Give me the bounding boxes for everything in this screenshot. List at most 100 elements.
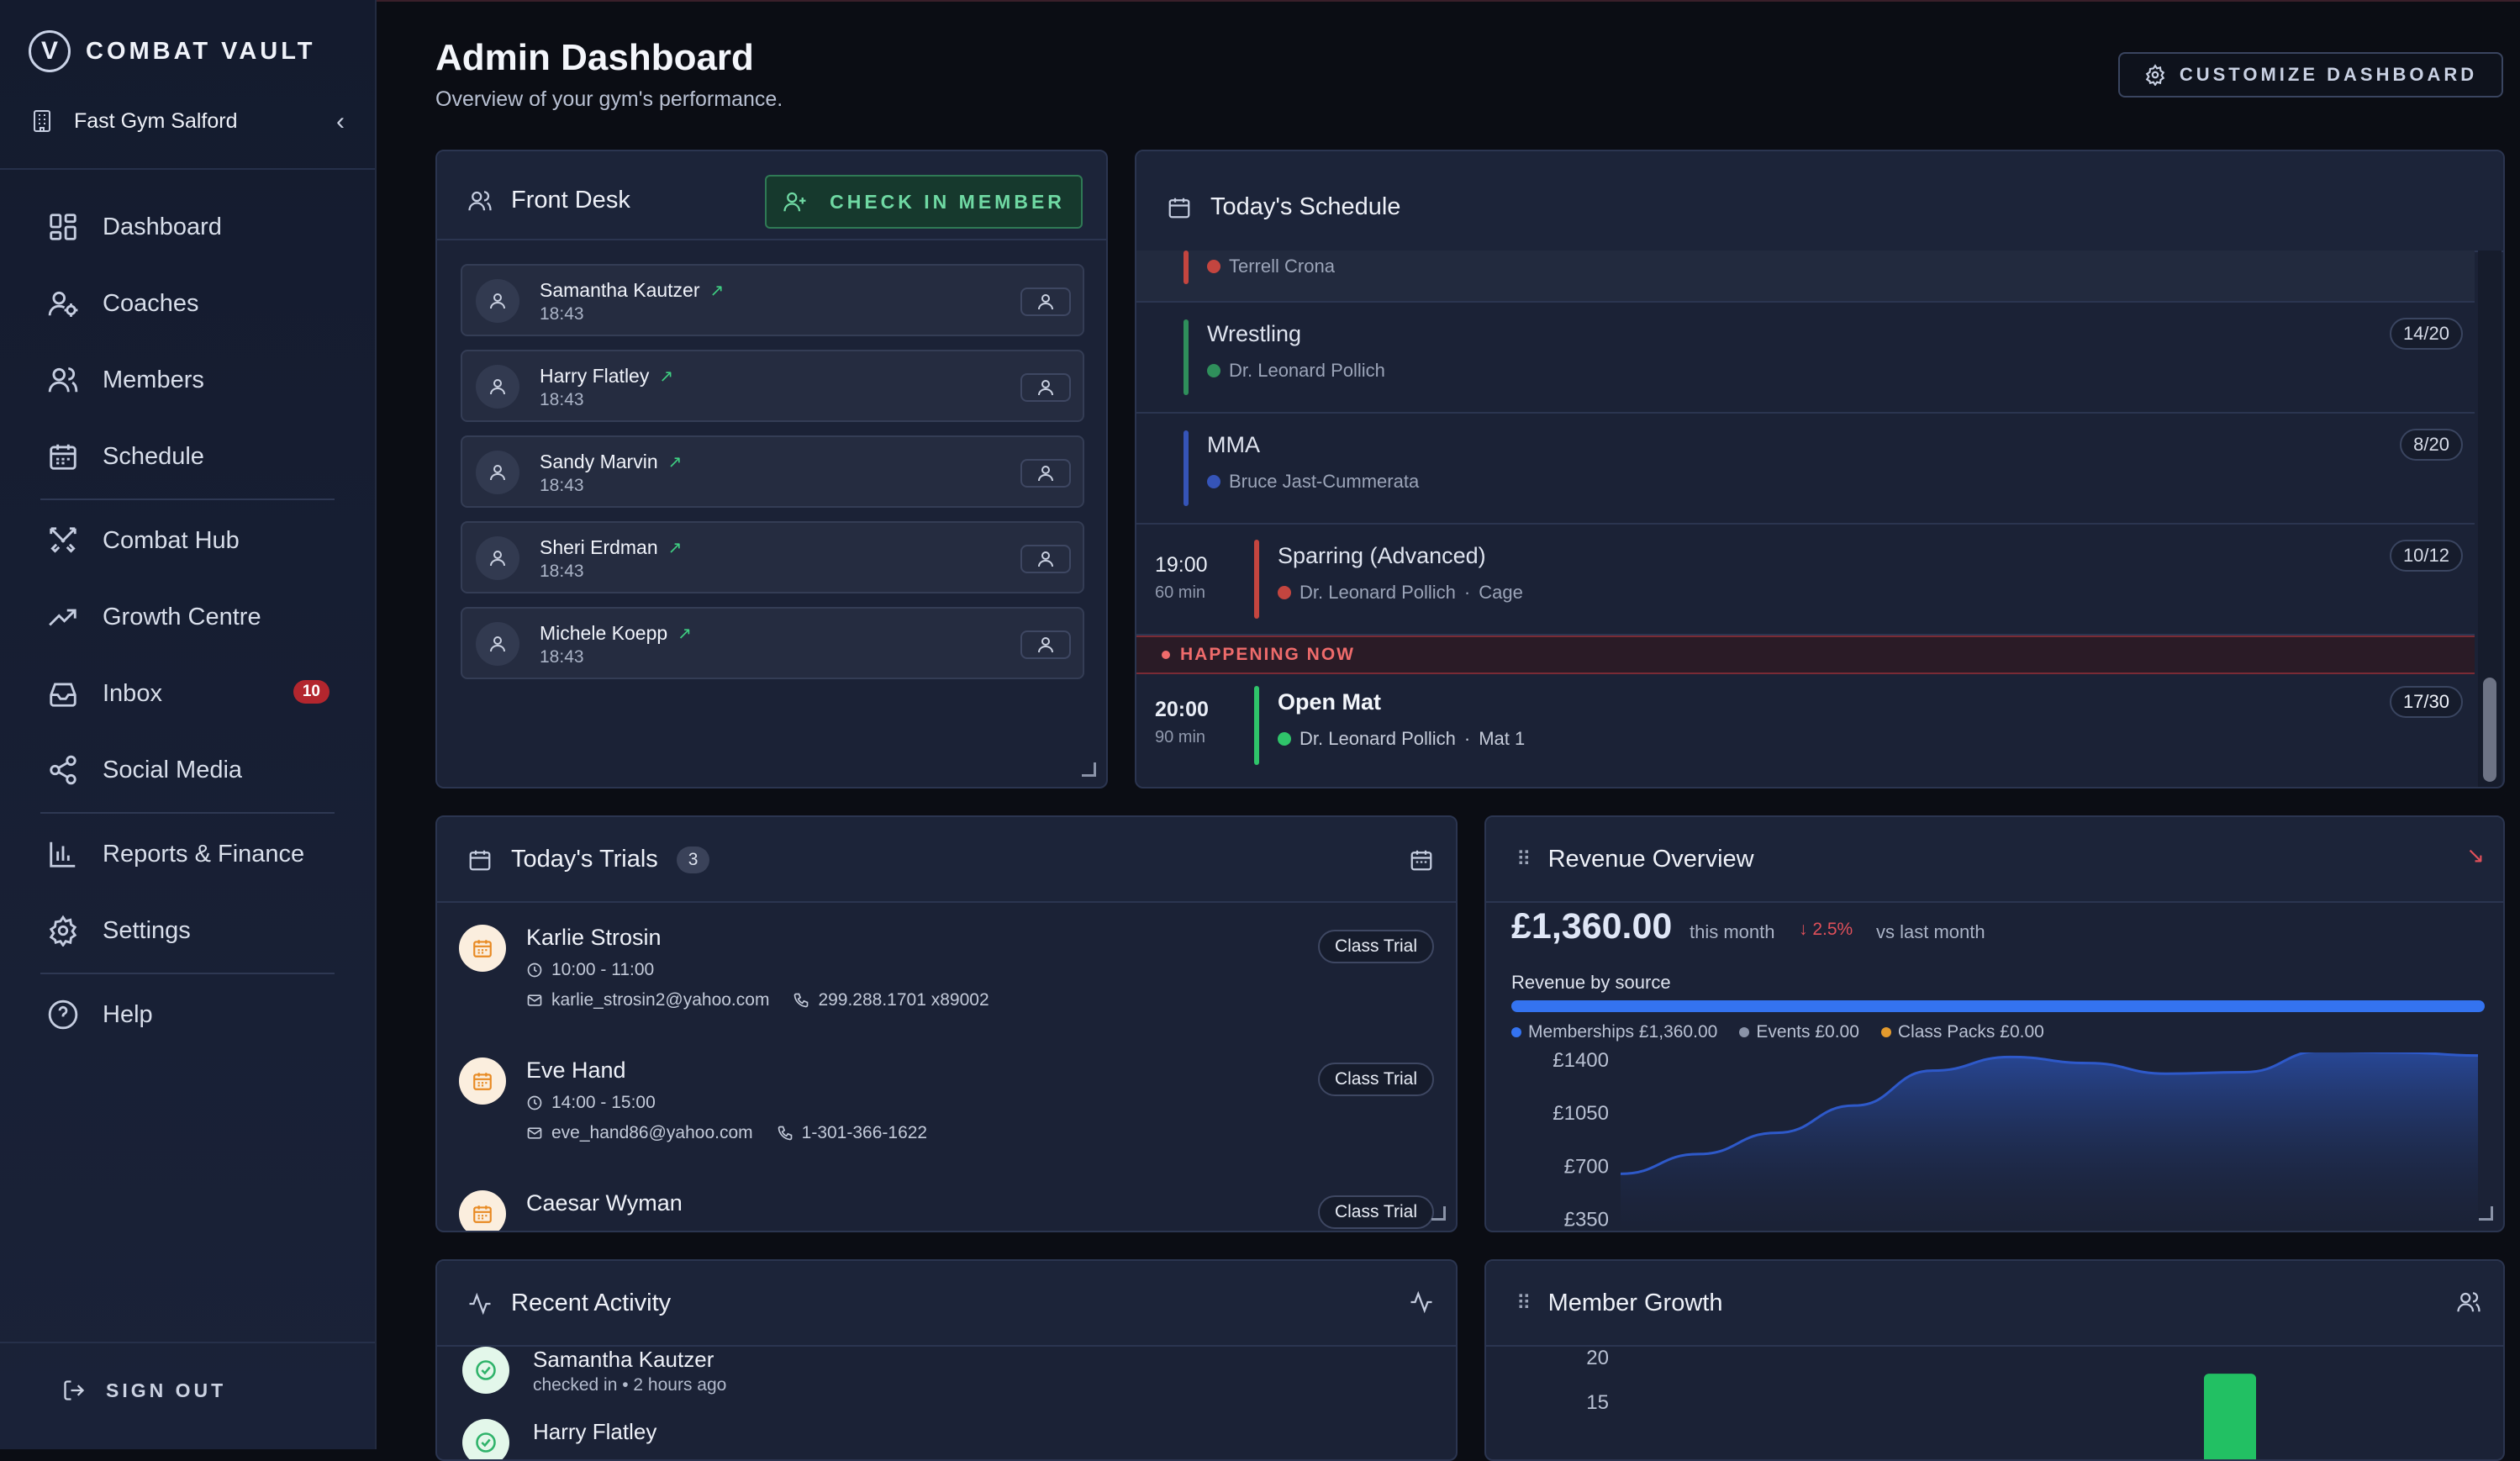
class-location: Mat 1 (1479, 728, 1526, 749)
sidebar-item-social-media[interactable]: Social Media (47, 745, 333, 795)
gear-icon (49, 915, 77, 947)
trials-count-badge: 3 (676, 846, 710, 873)
sidebar-item-coaches[interactable]: Coaches (47, 278, 333, 329)
legend-item: Class Packs £0.00 (1880, 1022, 2044, 1042)
check-in-row[interactable]: Sheri Erdman ↗ 18:43 (461, 521, 1084, 593)
sign-out-button[interactable]: SIGN OUT (62, 1379, 226, 1402)
bar-chart-icon (50, 841, 76, 868)
member-name: Sandy Marvin ↗ (540, 451, 682, 473)
sidebar-item-combat-hub[interactable]: Combat Hub (47, 515, 333, 566)
sidebar-item-dashboard[interactable]: Dashboard (47, 202, 333, 252)
view-profile-button[interactable] (1020, 459, 1071, 488)
revenue-amount: £1,360.00 (1511, 906, 1673, 947)
trial-time-text: 10:00 - 11:00 (551, 960, 655, 979)
sidebar-divider (40, 973, 335, 974)
drag-handle-icon[interactable]: ⠿ (1516, 848, 1532, 871)
member-growth-card: ⠿ Member Growth 20 15 (1484, 1259, 2505, 1461)
card-header: ⠿ Member Growth (1486, 1261, 2503, 1347)
coach-name: Bruce Jast-Cummerata (1229, 471, 1420, 492)
schedule-row[interactable]: MMA Bruce Jast-Cummerata 8/20 (1136, 412, 2475, 525)
share-icon (50, 755, 76, 785)
sidebar-item-inbox[interactable]: Inbox 10 (47, 668, 333, 719)
y-tick-label: £1050 (1553, 1102, 1609, 1125)
sidebar-divider (0, 1342, 375, 1343)
sidebar-item-reports-finance[interactable]: Reports & Finance (47, 829, 333, 879)
trial-phone[interactable]: 299.288.1701 x89002 (818, 990, 989, 1010)
revenue-by-source-label: Revenue by source (1511, 972, 1671, 993)
building-icon (34, 110, 50, 132)
class-color-bar (1184, 251, 1189, 284)
front-desk-title: Front Desk (511, 187, 630, 214)
class-color-bar (1184, 319, 1189, 395)
sidebar-item-members[interactable]: Members (47, 355, 333, 405)
check-in-row[interactable]: Samantha Kautzer ↗ 18:43 (461, 264, 1084, 336)
check-in-row[interactable]: Michele Koepp ↗ 18:43 (461, 607, 1084, 679)
view-profile-button[interactable] (1020, 287, 1071, 316)
schedule-row-current[interactable]: 20:00 90 min Open Mat Dr. Leonard Pollic… (1136, 674, 2475, 787)
trending-up-icon: ↗ (667, 453, 683, 472)
check-circle-icon (462, 1419, 509, 1459)
resize-handle[interactable] (2479, 1206, 2493, 1221)
coach-name: Dr. Leonard Pollich (1229, 360, 1385, 381)
sidebar-item-label: Settings (103, 916, 191, 944)
legend-label: Events £0.00 (1756, 1022, 1859, 1042)
trials-title: Today's Trials (511, 846, 658, 873)
card-title: Front Desk (467, 187, 630, 214)
trial-contact: karlie_strosin2@yahoo.com 299.288.1701 x… (526, 990, 989, 1010)
resize-handle[interactable] (1082, 762, 1096, 777)
inbox-count-badge: 10 (293, 680, 329, 704)
check-in-row[interactable]: Harry Flatley ↗ 18:43 (461, 350, 1084, 422)
schedule-row[interactable]: Wrestling Dr. Leonard Pollich 14/20 (1136, 301, 2475, 414)
drag-handle-icon[interactable]: ⠿ (1516, 1292, 1532, 1315)
swords-icon (50, 527, 76, 553)
recent-activity-card: Recent Activity Samantha Kautzer checked… (435, 1259, 1458, 1461)
customize-dashboard-button[interactable]: CUSTOMIZE DASHBOARD (2118, 52, 2503, 98)
user-icon (1038, 294, 1053, 310)
check-in-member-button[interactable]: CHECK IN MEMBER (765, 175, 1083, 229)
view-profile-button[interactable] (1020, 630, 1071, 659)
trial-name: Caesar Wyman (526, 1190, 683, 1216)
sidebar-item-schedule[interactable]: Schedule (47, 431, 333, 482)
activity-icon (1410, 1290, 1432, 1314)
happening-now-banner: HAPPENING NOW (1136, 636, 2475, 674)
legend-swatch (1739, 1027, 1750, 1037)
scrollbar-track[interactable] (2478, 251, 2502, 787)
trial-item[interactable]: Eve Hand 14:00 - 15:00 eve_hand86@yahoo.… (459, 1052, 1434, 1179)
trial-phone[interactable]: 1-301-366-1622 (801, 1123, 928, 1142)
user-icon (1038, 637, 1053, 653)
sidebar-divider (0, 168, 375, 170)
class-coach: Terrell Crona (1207, 256, 1335, 277)
sidebar-item-help[interactable]: Help (47, 989, 333, 1040)
trial-item[interactable]: Karlie Strosin 10:00 - 11:00 karlie_stro… (459, 920, 1434, 1046)
class-name: Wrestling (1207, 321, 1302, 346)
chevron-left-icon[interactable]: ‹ (336, 108, 345, 135)
user-icon (490, 465, 505, 481)
schedule-row-partial[interactable]: Terrell Crona (1136, 251, 2475, 303)
scrollbar-thumb[interactable] (2483, 678, 2496, 782)
trending-up-icon (49, 609, 76, 626)
check-in-row[interactable]: Sandy Marvin ↗ 18:43 (461, 435, 1084, 508)
schedule-row[interactable]: 19:00 60 min Sparring (Advanced) Dr. Leo… (1136, 523, 2475, 636)
trial-item[interactable]: Caesar Wyman Class Trial (459, 1185, 1434, 1231)
trial-name: Eve Hand (526, 1058, 626, 1083)
trial-time: 10:00 - 11:00 (526, 960, 654, 980)
activity-name: Samantha Kautzer (533, 1347, 714, 1372)
class-duration: 90 min (1155, 728, 1206, 746)
resize-handle[interactable] (1431, 1206, 1446, 1221)
trial-email[interactable]: karlie_strosin2@yahoo.com (551, 990, 770, 1010)
sidebar-item-settings[interactable]: Settings (47, 905, 333, 956)
sidebar-item-growth-centre[interactable]: Growth Centre (47, 592, 333, 642)
view-profile-button[interactable] (1020, 545, 1071, 573)
calendar-icon[interactable] (1409, 847, 1434, 873)
separator: · (1463, 582, 1471, 603)
revenue-source-bar (1511, 1000, 2485, 1012)
view-profile-button[interactable] (1020, 373, 1071, 402)
activity-name: Harry Flatley (533, 1419, 657, 1444)
avatar (476, 622, 519, 666)
capacity-badge: 10/12 (2389, 540, 2463, 572)
trial-email[interactable]: eve_hand86@yahoo.com (551, 1123, 753, 1142)
dashboard-icon (50, 214, 76, 240)
revenue-title: Revenue Overview (1547, 846, 1754, 873)
gym-switcher[interactable]: Fast Gym Salford ‹ (32, 103, 345, 140)
inbox-icon (50, 683, 76, 707)
